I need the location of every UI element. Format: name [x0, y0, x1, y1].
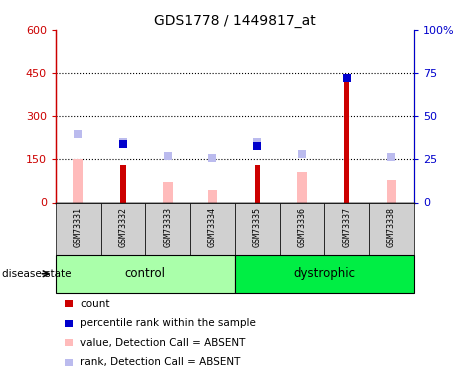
- Text: GSM73335: GSM73335: [252, 207, 262, 247]
- Bar: [235, 202, 279, 255]
- Bar: [73, 159, 83, 202]
- Bar: [235, 255, 414, 292]
- Text: count: count: [80, 299, 110, 309]
- Text: dystrophic: dystrophic: [293, 267, 355, 280]
- Text: disease state: disease state: [2, 269, 72, 279]
- Bar: [56, 255, 235, 292]
- Text: rank, Detection Call = ABSENT: rank, Detection Call = ABSENT: [80, 357, 241, 367]
- Bar: [56, 202, 100, 255]
- Bar: [163, 182, 173, 203]
- Bar: [254, 165, 260, 202]
- Bar: [207, 190, 217, 202]
- Text: control: control: [125, 267, 166, 280]
- Text: GSM73332: GSM73332: [119, 207, 127, 247]
- Bar: [279, 202, 325, 255]
- Text: GSM73338: GSM73338: [387, 207, 396, 247]
- Text: GSM73333: GSM73333: [163, 207, 172, 247]
- Bar: [344, 76, 349, 202]
- Bar: [369, 202, 414, 255]
- Title: GDS1778 / 1449817_at: GDS1778 / 1449817_at: [154, 13, 316, 28]
- Bar: [100, 202, 145, 255]
- Bar: [386, 180, 396, 203]
- Text: GSM73331: GSM73331: [73, 207, 83, 247]
- Bar: [297, 172, 307, 202]
- Text: GSM73337: GSM73337: [342, 207, 351, 247]
- Bar: [145, 202, 190, 255]
- Text: value, Detection Call = ABSENT: value, Detection Call = ABSENT: [80, 338, 246, 348]
- Bar: [190, 202, 235, 255]
- Text: GSM73336: GSM73336: [298, 207, 306, 247]
- Text: percentile rank within the sample: percentile rank within the sample: [80, 318, 256, 328]
- Text: GSM73334: GSM73334: [208, 207, 217, 247]
- Bar: [324, 202, 369, 255]
- Bar: [120, 165, 126, 202]
